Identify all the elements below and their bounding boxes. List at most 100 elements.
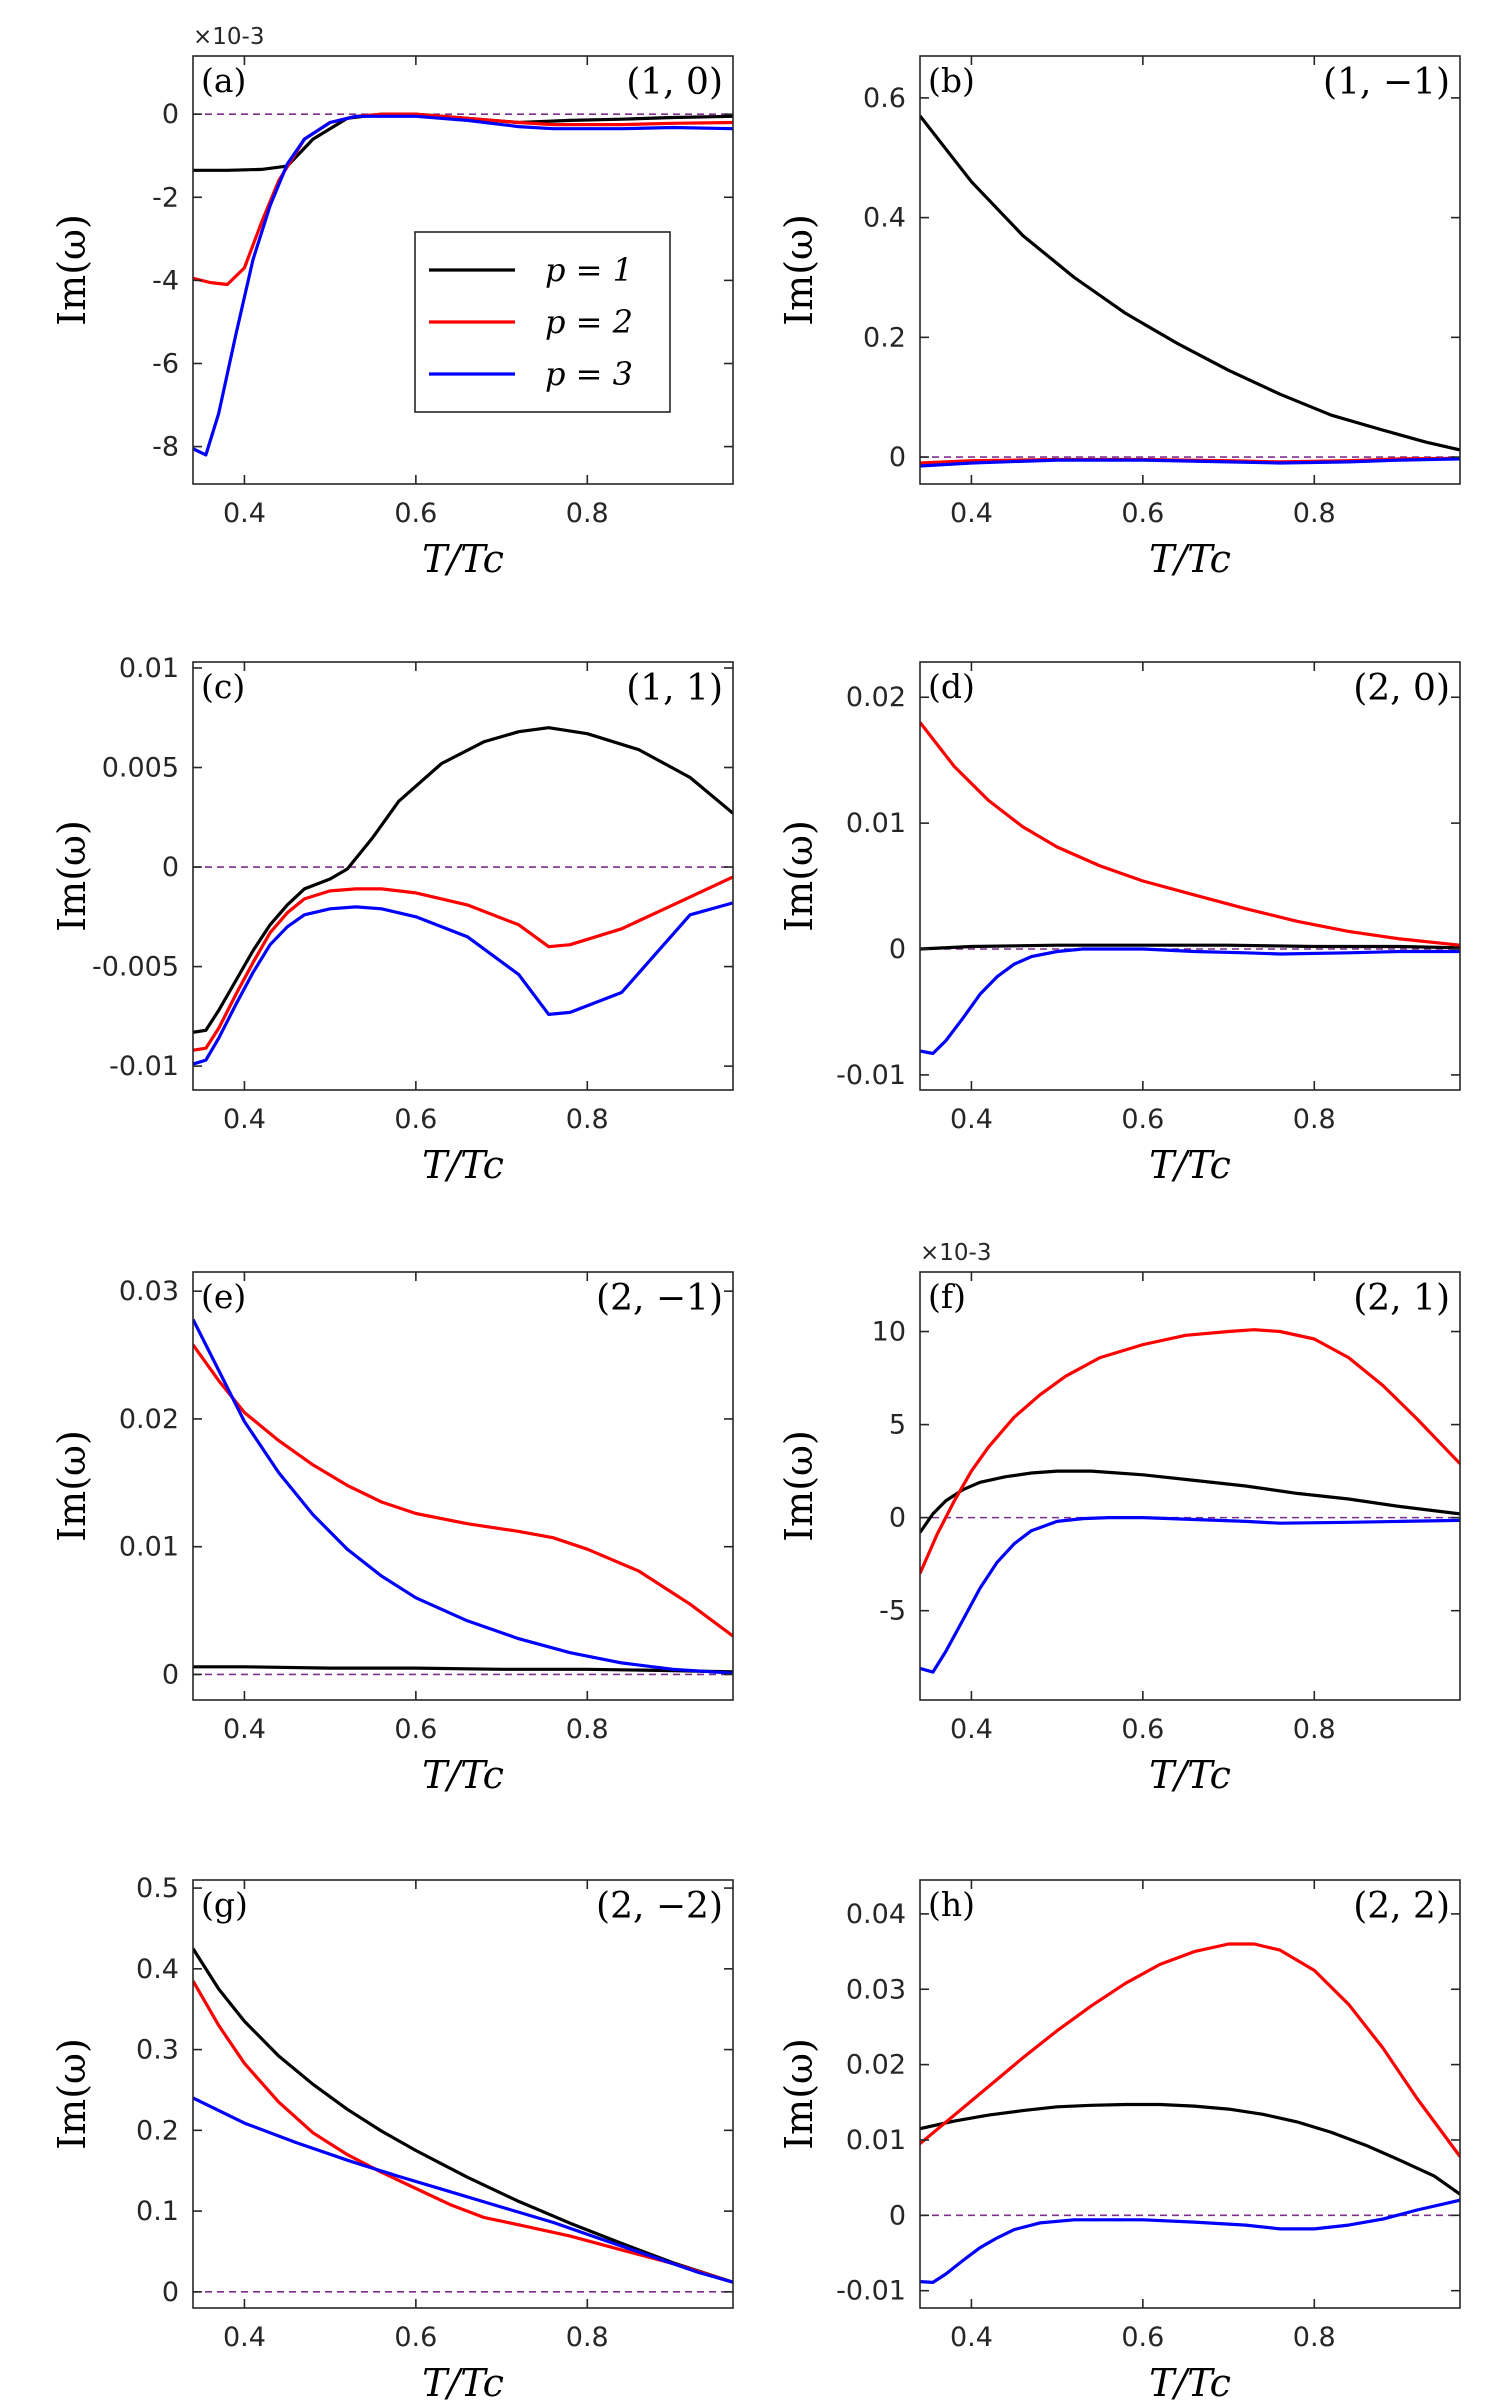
plot-area [193, 1880, 733, 2308]
x-tick-label: 0.8 [1293, 2322, 1336, 2353]
y-tick-label: 0 [162, 99, 179, 130]
x-tick-label: 0.4 [950, 498, 993, 529]
series-line-p1 [920, 1469, 1460, 1534]
panel-label: (2, 0) [1353, 668, 1450, 709]
y-tick-label: 0.4 [136, 1954, 179, 1985]
series-line-p3 [920, 457, 1460, 468]
plot-area [920, 1880, 1460, 2308]
series-line-p2 [193, 875, 733, 1052]
series-line-p1 [920, 2102, 1460, 2196]
x-tick-label: 0.4 [950, 1104, 993, 1135]
axes-box [919, 661, 1461, 1091]
x-axis-label: T/Tc [422, 2361, 504, 2405]
series-line-p1 [920, 943, 1460, 951]
x-tick-label: 0.6 [394, 1714, 437, 1745]
axes-box [192, 1271, 734, 1701]
x-tick-label: 0.4 [950, 2322, 993, 2353]
y-tick-label: 0 [162, 1659, 179, 1690]
y-tick-label: 0.04 [846, 1899, 906, 1930]
x-tick-label: 0.4 [223, 1104, 266, 1135]
x-tick-label: 0.4 [950, 1714, 993, 1745]
y-axis-label: Im(ω) [50, 1430, 94, 1542]
plot-area [920, 1272, 1460, 1700]
y-tick-label: 0.2 [863, 322, 906, 353]
y-tick-label: 0.03 [119, 1276, 179, 1307]
panel-b: 0.4 0.6 0.8 0 0.2 0.4 0.6 (b) (1, −1) T/Tc Im(ω) [777, 55, 1461, 581]
x-axis-label: T/Tc [1149, 537, 1231, 581]
legend: p = 1 p = 2 p = 3 [414, 231, 671, 413]
y-tick-label: 0.02 [119, 1404, 179, 1435]
x-tick-label: 0.6 [1121, 498, 1164, 529]
y-tick-label: 0 [162, 852, 179, 883]
y-tick-label: -5 [879, 1596, 906, 1627]
panel-tag: (b) [928, 61, 975, 100]
y-axis-label: Im(ω) [777, 214, 821, 326]
y-tick-label: -8 [152, 432, 179, 463]
y-tick-label: 0 [889, 934, 906, 965]
series-line-p1 [193, 1665, 733, 1674]
y-tick-label: 0 [889, 2200, 906, 2231]
panel-e: 0.4 0.6 0.8 0.03 0.02 0.01 0 (e) (2, −1) T/Tc Im(ω… [50, 1271, 734, 1797]
series-line-p2 [920, 1942, 1460, 2158]
panel-g: 0.4 0.6 0.8 0.5 0.4 0.3 0.2 0.1 0 (g) (2, −2) T/Tc I… [50, 1873, 734, 2405]
x-tick-label: 0.8 [566, 498, 609, 529]
plot-area [193, 1272, 733, 1700]
x-axis-label: T/Tc [422, 1143, 504, 1187]
panel-tag: (c) [201, 667, 245, 706]
y-tick-label: 0.1 [136, 2196, 179, 2227]
x-axis-label: T/Tc [422, 1753, 504, 1797]
y-tick-label: 0.01 [846, 2125, 906, 2156]
series-line-p2 [920, 721, 1460, 947]
panel-tag: (h) [928, 1885, 975, 1924]
series-line-p2 [193, 1980, 733, 2284]
axes-box [192, 55, 734, 485]
axes-box [192, 1879, 734, 2309]
x-axis-label: T/Tc [1149, 2361, 1231, 2405]
series-line-p3 [920, 1516, 1460, 1674]
x-tick-label: 0.4 [223, 1714, 266, 1745]
series-line-p2 [920, 1328, 1460, 1575]
series-line-p3 [193, 2096, 733, 2284]
x-tick-label: 0.4 [223, 2322, 266, 2353]
axis-multiplier: ×10-3 [920, 1240, 991, 1266]
y-tick-label: 0.02 [846, 2050, 906, 2081]
y-tick-label: -0.005 [92, 952, 179, 983]
panel-tag: (a) [201, 61, 246, 100]
panel-d: 0.4 0.6 0.8 0.02 0.01 0 -0.01 (d) (2, 0) T/Tc Im(ω… [777, 661, 1461, 1187]
axis-multiplier: ×10-3 [193, 24, 264, 50]
y-tick-label: 0.005 [102, 753, 179, 784]
panel-f: 0.4 0.6 0.8 10 5 0 -5 ×10-3 (f) (2, 1) T/Tc Im(ω) [777, 1240, 1461, 1797]
series-line-p2 [193, 1343, 733, 1638]
panel-tag: (g) [201, 1885, 248, 1924]
plot-area [193, 662, 733, 1090]
y-tick-label: 0.6 [863, 83, 906, 114]
y-tick-label: 10 [872, 1317, 906, 1348]
y-axis-label: Im(ω) [50, 214, 94, 326]
series-line-p3 [193, 1318, 733, 1675]
y-tick-label: -2 [152, 182, 179, 213]
y-tick-label: -0.01 [836, 2276, 906, 2307]
y-tick-label: 0.3 [136, 2035, 179, 2066]
panel-c: 0.4 0.6 0.8 0.01 0.005 0 -0.005 -0.01 (c) (1, 1) T… [50, 653, 734, 1187]
axes-box [919, 1879, 1461, 2309]
x-axis-label: T/Tc [1149, 1143, 1231, 1187]
axes-box [192, 661, 734, 1091]
x-tick-label: 0.8 [1293, 498, 1336, 529]
x-tick-label: 0.6 [1121, 1104, 1164, 1135]
axes-box [919, 55, 1461, 485]
y-tick-label: 0.5 [136, 1873, 179, 1904]
series-line-p1 [193, 1947, 733, 2284]
y-tick-label: 0.4 [863, 203, 906, 234]
y-tick-label: 0.01 [846, 808, 906, 839]
panel-tag: (d) [928, 667, 975, 706]
series-line-p3 [920, 2198, 1460, 2284]
panel-label: (2, 2) [1353, 1886, 1450, 1927]
series-line-p3 [193, 901, 733, 1066]
panel-label: (2, 1) [1353, 1278, 1450, 1319]
y-tick-label: 0.03 [846, 1974, 906, 2005]
y-tick-label: -6 [152, 348, 179, 379]
y-axis-label: Im(ω) [777, 1430, 821, 1542]
x-tick-label: 0.6 [394, 1104, 437, 1135]
y-tick-label: 0.01 [119, 653, 179, 684]
